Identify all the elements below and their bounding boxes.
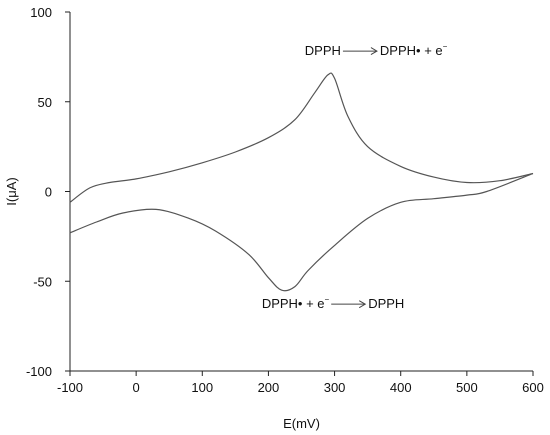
annotation-reactant: DPPH (305, 43, 341, 58)
x-tick-label: -100 (57, 380, 83, 395)
x-tick-label: 400 (390, 380, 412, 395)
reaction-annotations: DPPH DPPH• + e −DPPH• + e − DPPH (262, 42, 448, 311)
annotation-product: DPPH• + e (380, 43, 443, 58)
x-tick-label: 100 (191, 380, 213, 395)
reduction-sweep-curve (69, 172, 534, 292)
y-tick-label: -50 (33, 274, 52, 289)
reaction-arrow-head (358, 300, 367, 309)
annotation-reactant: DPPH• + e (262, 296, 325, 311)
x-tick-label: 500 (456, 380, 478, 395)
x-tick-label: 600 (522, 380, 544, 395)
axes (69, 12, 533, 372)
y-tick-label: 100 (30, 5, 52, 20)
voltammogram-curves (69, 72, 534, 292)
oxidation-annotation: DPPH DPPH• + e − (305, 42, 448, 58)
x-tick-label: 0 (133, 380, 140, 395)
reduction-annotation: DPPH• + e − DPPH (262, 295, 405, 311)
annotation-superscript: − (443, 42, 448, 51)
y-tick-label: 0 (45, 185, 52, 200)
y-axis-label: I(μA) (4, 177, 19, 205)
y-tick-label: -100 (26, 364, 52, 379)
x-axis-label: E(mV) (283, 416, 320, 431)
annotation-superscript: − (325, 295, 330, 304)
reaction-arrow-head (370, 47, 378, 56)
y-tick-label: 50 (38, 95, 52, 110)
oxidation-sweep-curve (69, 72, 534, 203)
x-tick-label: 300 (324, 380, 346, 395)
x-tick-label: 200 (258, 380, 280, 395)
annotation-product: DPPH (368, 296, 404, 311)
